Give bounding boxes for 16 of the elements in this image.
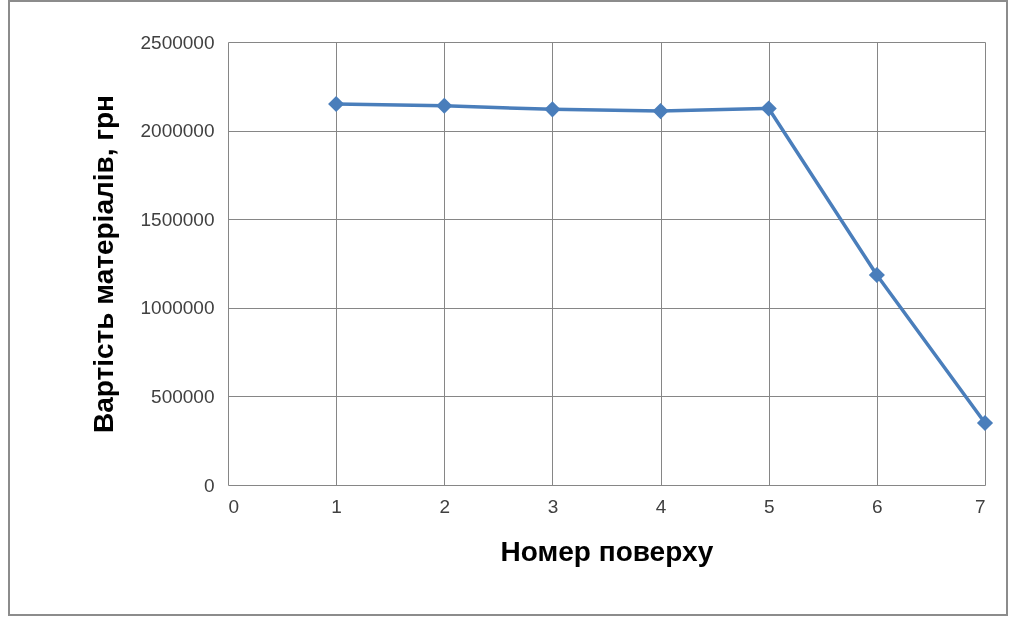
x-tick-label: 5: [763, 495, 775, 517]
y-tick-label: 2500000: [140, 31, 215, 53]
y-tick-label: 1000000: [140, 297, 215, 319]
y-tick-label: 0: [203, 474, 215, 496]
x-tick-label: 2: [439, 495, 451, 517]
x-tick-label: 3: [547, 495, 559, 517]
x-tick-label: 0: [228, 495, 240, 517]
y-tick-label: 500000: [151, 385, 215, 407]
x-axis-title: Номер поверху: [500, 535, 714, 567]
x-tick-label: 1: [331, 495, 342, 517]
y-tick-label: 2000000: [140, 120, 215, 142]
y-axis-title: Вартість матеріалів, грн: [87, 95, 119, 433]
x-tick-label: 7: [974, 495, 986, 517]
x-tick-label: 6: [872, 495, 883, 517]
y-tick-label: 1500000: [140, 208, 215, 230]
x-tick-label: 4: [655, 495, 667, 517]
